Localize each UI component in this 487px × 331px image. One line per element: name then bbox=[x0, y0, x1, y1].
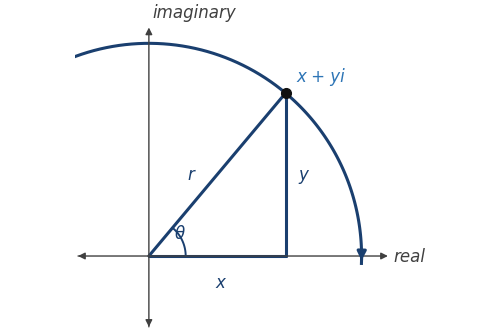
Text: real: real bbox=[393, 248, 425, 266]
Text: imaginary: imaginary bbox=[153, 4, 237, 22]
Text: y: y bbox=[299, 166, 309, 183]
Text: x + yi: x + yi bbox=[296, 69, 345, 86]
Text: r: r bbox=[187, 166, 194, 183]
Text: θ: θ bbox=[175, 225, 185, 243]
Text: x: x bbox=[215, 274, 225, 292]
